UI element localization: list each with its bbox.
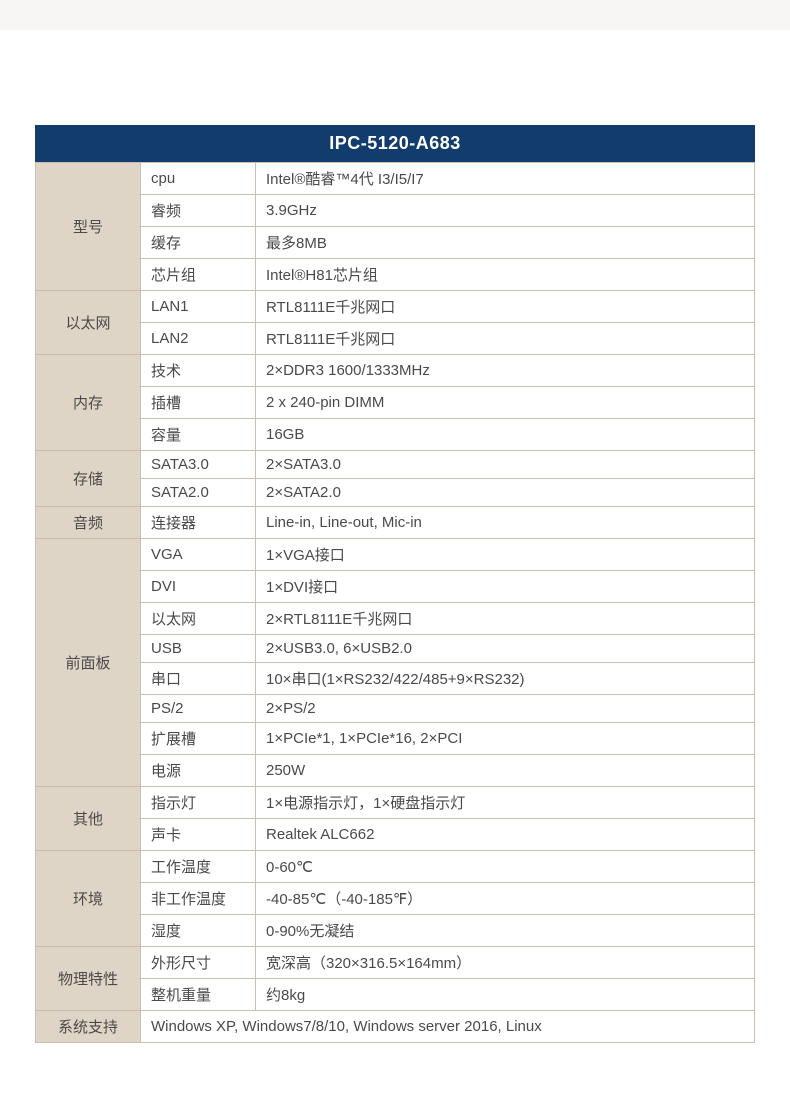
table-row: 型号cpuIntel®酷睿™4代 I3/I5/I7: [36, 163, 755, 195]
table-row: 容量16GB: [36, 419, 755, 451]
category-cell: 系统支持: [36, 1011, 141, 1043]
subcategory-cell: 容量: [141, 419, 256, 451]
subcategory-cell: 芯片组: [141, 259, 256, 291]
subcategory-cell: SATA3.0: [141, 451, 256, 479]
value-cell: 宽深高（320×316.5×164mm）: [256, 947, 755, 979]
category-cell: 音频: [36, 507, 141, 539]
table-row: 系统支持Windows XP, Windows7/8/10, Windows s…: [36, 1011, 755, 1043]
value-cell: 2×SATA3.0: [256, 451, 755, 479]
subcategory-cell: 插槽: [141, 387, 256, 419]
value-cell: 2×DDR3 1600/1333MHz: [256, 355, 755, 387]
table-row: 电源250W: [36, 755, 755, 787]
subcategory-cell: 电源: [141, 755, 256, 787]
table-row: 物理特性外形尺寸宽深高（320×316.5×164mm）: [36, 947, 755, 979]
value-cell: 1×DVI接口: [256, 571, 755, 603]
table-row: USB2×USB3.0, 6×USB2.0: [36, 635, 755, 663]
subcategory-cell: SATA2.0: [141, 479, 256, 507]
table-row: DVI1×DVI接口: [36, 571, 755, 603]
title-bar: IPC-5120-A683: [35, 125, 755, 162]
table-row: 环境工作温度0-60℃: [36, 851, 755, 883]
category-cell: 存储: [36, 451, 141, 507]
subcategory-cell: LAN1: [141, 291, 256, 323]
table-row: 湿度0-90%无凝结: [36, 915, 755, 947]
value-cell: Realtek ALC662: [256, 819, 755, 851]
value-cell: Line-in, Line-out, Mic-in: [256, 507, 755, 539]
subcategory-cell: cpu: [141, 163, 256, 195]
value-cell: 约8kg: [256, 979, 755, 1011]
category-cell: 前面板: [36, 539, 141, 787]
subcategory-cell: 缓存: [141, 227, 256, 259]
top-strip: [0, 0, 790, 30]
table-row: LAN2RTL8111E千兆网口: [36, 323, 755, 355]
table-row: 前面板VGA1×VGA接口: [36, 539, 755, 571]
category-cell: 以太网: [36, 291, 141, 355]
value-cell: 2×RTL8111E千兆网口: [256, 603, 755, 635]
category-cell: 物理特性: [36, 947, 141, 1011]
subcategory-cell: LAN2: [141, 323, 256, 355]
value-cell: 2×SATA2.0: [256, 479, 755, 507]
subcategory-cell: 指示灯: [141, 787, 256, 819]
table-row: 芯片组Intel®H81芯片组: [36, 259, 755, 291]
table-row: 存储SATA3.02×SATA3.0: [36, 451, 755, 479]
subcategory-cell: 湿度: [141, 915, 256, 947]
category-cell: 其他: [36, 787, 141, 851]
value-cell: 16GB: [256, 419, 755, 451]
table-row: 其他指示灯1×电源指示灯，1×硬盘指示灯: [36, 787, 755, 819]
value-cell: 0-90%无凝结: [256, 915, 755, 947]
table-row: 缓存最多8MB: [36, 227, 755, 259]
value-cell: 250W: [256, 755, 755, 787]
value-cell: 2 x 240-pin DIMM: [256, 387, 755, 419]
table-row: 内存技术2×DDR3 1600/1333MHz: [36, 355, 755, 387]
value-cell: 1×VGA接口: [256, 539, 755, 571]
value-cell: Intel®H81芯片组: [256, 259, 755, 291]
value-cell: Windows XP, Windows7/8/10, Windows serve…: [141, 1011, 755, 1043]
value-cell: RTL8111E千兆网口: [256, 323, 755, 355]
table-row: 扩展槽1×PCIe*1, 1×PCIe*16, 2×PCI: [36, 723, 755, 755]
value-cell: 2×USB3.0, 6×USB2.0: [256, 635, 755, 663]
title-text: IPC-5120-A683: [329, 133, 461, 153]
subcategory-cell: 连接器: [141, 507, 256, 539]
value-cell: 10×串口(1×RS232/422/485+9×RS232): [256, 663, 755, 695]
value-cell: Intel®酷睿™4代 I3/I5/I7: [256, 163, 755, 195]
subcategory-cell: 扩展槽: [141, 723, 256, 755]
value-cell: 3.9GHz: [256, 195, 755, 227]
spec-container: IPC-5120-A683 型号cpuIntel®酷睿™4代 I3/I5/I7睿…: [0, 30, 790, 1103]
value-cell: -40-85℃（-40-185℉）: [256, 883, 755, 915]
category-cell: 内存: [36, 355, 141, 451]
value-cell: RTL8111E千兆网口: [256, 291, 755, 323]
subcategory-cell: 外形尺寸: [141, 947, 256, 979]
category-cell: 型号: [36, 163, 141, 291]
table-row: 非工作温度-40-85℃（-40-185℉）: [36, 883, 755, 915]
table-row: 以太网2×RTL8111E千兆网口: [36, 603, 755, 635]
table-row: PS/22×PS/2: [36, 695, 755, 723]
subcategory-cell: VGA: [141, 539, 256, 571]
subcategory-cell: USB: [141, 635, 256, 663]
subcategory-cell: 工作温度: [141, 851, 256, 883]
value-cell: 2×PS/2: [256, 695, 755, 723]
value-cell: 最多8MB: [256, 227, 755, 259]
value-cell: 1×电源指示灯，1×硬盘指示灯: [256, 787, 755, 819]
table-row: 睿频3.9GHz: [36, 195, 755, 227]
table-row: 音频连接器Line-in, Line-out, Mic-in: [36, 507, 755, 539]
table-row: 串口10×串口(1×RS232/422/485+9×RS232): [36, 663, 755, 695]
table-row: 插槽2 x 240-pin DIMM: [36, 387, 755, 419]
subcategory-cell: 非工作温度: [141, 883, 256, 915]
subcategory-cell: 整机重量: [141, 979, 256, 1011]
table-row: 整机重量约8kg: [36, 979, 755, 1011]
table-row: 以太网LAN1RTL8111E千兆网口: [36, 291, 755, 323]
subcategory-cell: 技术: [141, 355, 256, 387]
subcategory-cell: 串口: [141, 663, 256, 695]
subcategory-cell: DVI: [141, 571, 256, 603]
spec-table-body: 型号cpuIntel®酷睿™4代 I3/I5/I7睿频3.9GHz缓存最多8MB…: [36, 163, 755, 1043]
value-cell: 0-60℃: [256, 851, 755, 883]
table-row: SATA2.02×SATA2.0: [36, 479, 755, 507]
spec-table: 型号cpuIntel®酷睿™4代 I3/I5/I7睿频3.9GHz缓存最多8MB…: [35, 162, 755, 1043]
subcategory-cell: 睿频: [141, 195, 256, 227]
table-row: 声卡Realtek ALC662: [36, 819, 755, 851]
category-cell: 环境: [36, 851, 141, 947]
subcategory-cell: 声卡: [141, 819, 256, 851]
value-cell: 1×PCIe*1, 1×PCIe*16, 2×PCI: [256, 723, 755, 755]
subcategory-cell: 以太网: [141, 603, 256, 635]
subcategory-cell: PS/2: [141, 695, 256, 723]
